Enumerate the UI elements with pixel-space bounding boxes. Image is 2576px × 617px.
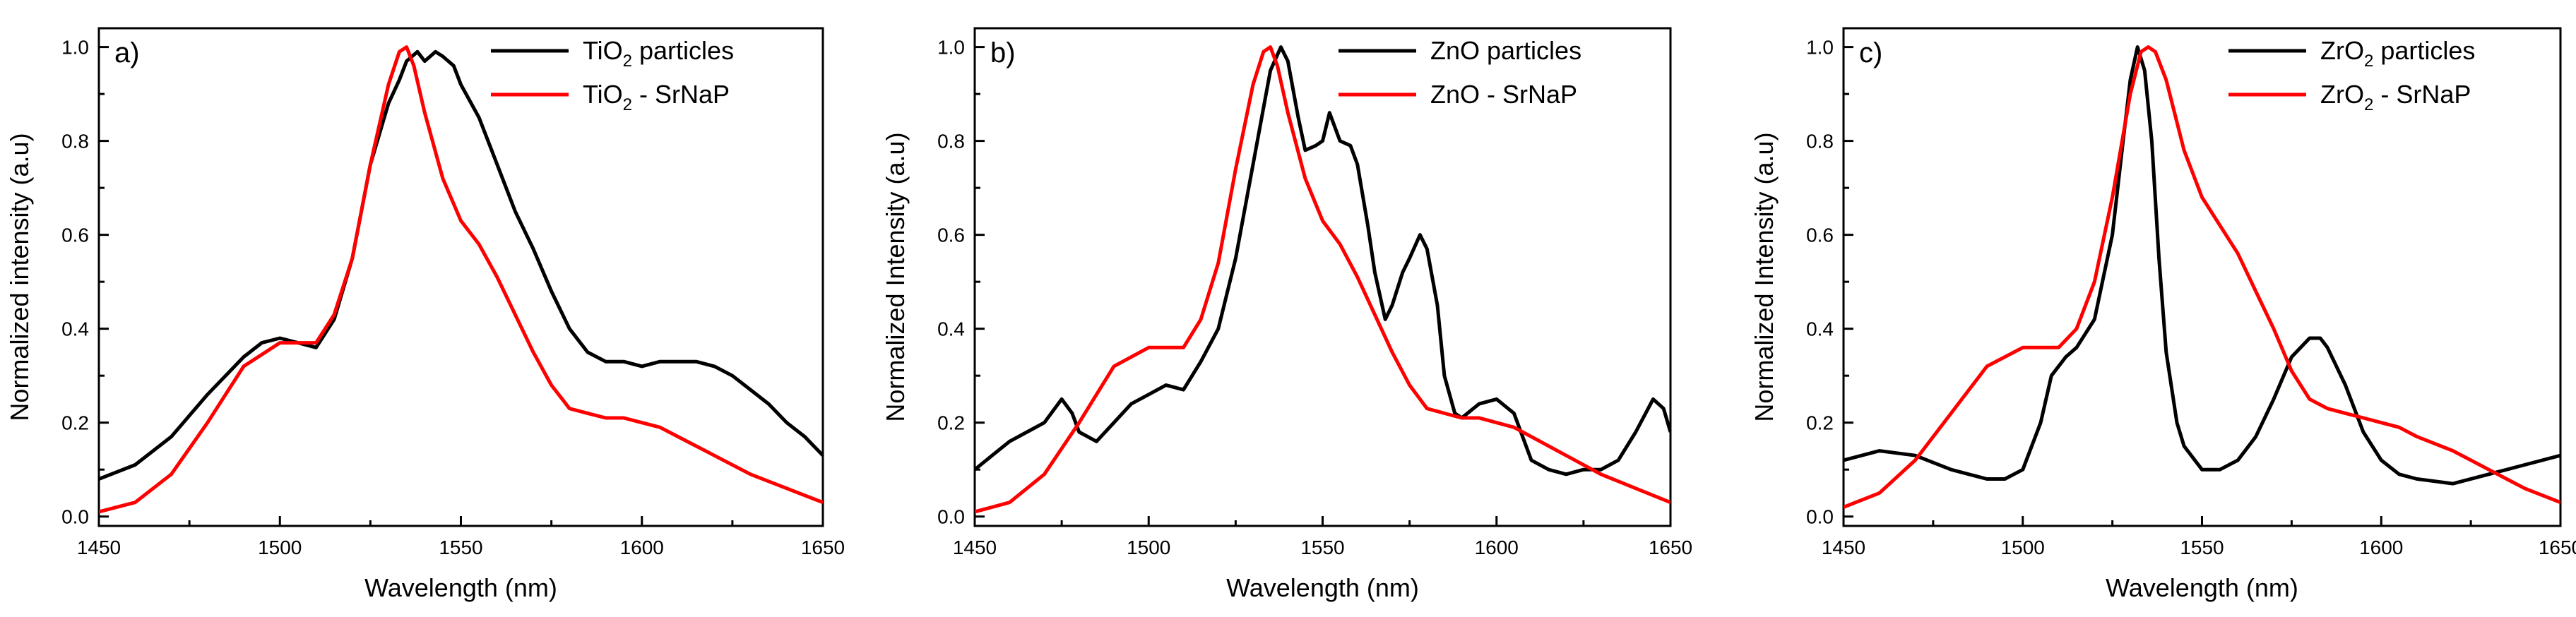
x-axis-title: Wavelength (nm) <box>1226 573 1419 602</box>
y-tick-label: 0.6 <box>61 224 89 246</box>
panel-label: b) <box>990 37 1016 68</box>
series-line-particles <box>975 45 1670 477</box>
y-tick-label: 0.0 <box>937 506 965 528</box>
x-tick-label: 1450 <box>953 537 997 558</box>
y-tick-label: 0.4 <box>61 318 89 340</box>
y-tick-label: 0.2 <box>937 412 965 434</box>
x-axis-title: Wavelength (nm) <box>364 573 557 602</box>
x-axis-title: Wavelength (nm) <box>2106 573 2298 602</box>
series-line-particles <box>1844 45 2560 486</box>
y-tick-label: 0.8 <box>61 131 89 152</box>
y-tick-label: 1.0 <box>1806 37 1834 59</box>
x-tick-label: 1550 <box>439 537 482 558</box>
y-axis-title: Normalized Intensity (a.u) <box>1750 132 1779 421</box>
y-tick-label: 1.0 <box>937 37 965 59</box>
panel-label: c) <box>1859 37 1882 68</box>
chart-panel-b: 1450 1500 1550 1600 1650 0.0 0.2 0.4 0.6 0.8 1.0 Wa… <box>881 27 1692 602</box>
legend-label: TiO2 - SrNaP <box>583 80 730 114</box>
y-axis-title: Normalized Intensity (a.u) <box>881 132 910 421</box>
x-tick-label: 1450 <box>1822 537 1865 558</box>
x-tick-label: 1650 <box>2539 537 2576 558</box>
x-tick-label: 1550 <box>2180 537 2224 558</box>
y-tick-label: 0.2 <box>1806 412 1834 434</box>
x-tick-label: 1500 <box>258 537 302 558</box>
x-tick-label: 1650 <box>801 537 845 558</box>
y-tick-label: 0.8 <box>937 131 965 152</box>
legend-label: ZrO2 particles <box>2320 36 2475 71</box>
series-line-srnap <box>1844 45 2560 509</box>
panel-label: a) <box>114 37 140 68</box>
legend-label: ZrO2 - SrNaP <box>2320 80 2471 114</box>
series-line-particles <box>99 49 823 481</box>
y-tick-label: 0.0 <box>61 506 89 528</box>
chart-panel-c: 1450 1500 1550 1600 1650 0.0 0.2 0.4 0.6 0.8 1.0 Wa… <box>1750 27 2576 602</box>
y-tick-label: 0.2 <box>61 412 89 434</box>
y-tick-label: 0.4 <box>1806 318 1834 340</box>
x-tick-label: 1600 <box>1475 537 1519 558</box>
y-tick-label: 0.6 <box>1806 224 1834 246</box>
chart-panel-a: 1450 1500 1550 1600 1650 0.0 0.2 0.4 0.6 0.8 1.0 Wa… <box>5 27 845 602</box>
y-tick-label: 1.0 <box>61 37 89 59</box>
y-tick-label: 0.0 <box>1806 506 1834 528</box>
legend-label: ZnO - SrNaP <box>1430 80 1577 109</box>
series-line-srnap <box>99 45 823 514</box>
x-tick-label: 1550 <box>1300 537 1344 558</box>
legend-label: TiO2 particles <box>583 36 734 71</box>
y-axis-title: Normalized intensity (a.u) <box>5 133 34 421</box>
x-tick-label: 1500 <box>1127 537 1170 558</box>
y-tick-label: 0.4 <box>937 318 965 340</box>
x-tick-label: 1650 <box>1649 537 1692 558</box>
series-line-srnap <box>975 45 1670 514</box>
x-tick-label: 1600 <box>620 537 664 558</box>
legend-label: ZnO particles <box>1430 36 1581 65</box>
x-tick-label: 1450 <box>77 537 121 558</box>
y-tick-label: 0.8 <box>1806 131 1834 152</box>
x-tick-label: 1500 <box>2001 537 2045 558</box>
y-tick-label: 0.6 <box>937 224 965 246</box>
x-tick-label: 1600 <box>2359 537 2403 558</box>
